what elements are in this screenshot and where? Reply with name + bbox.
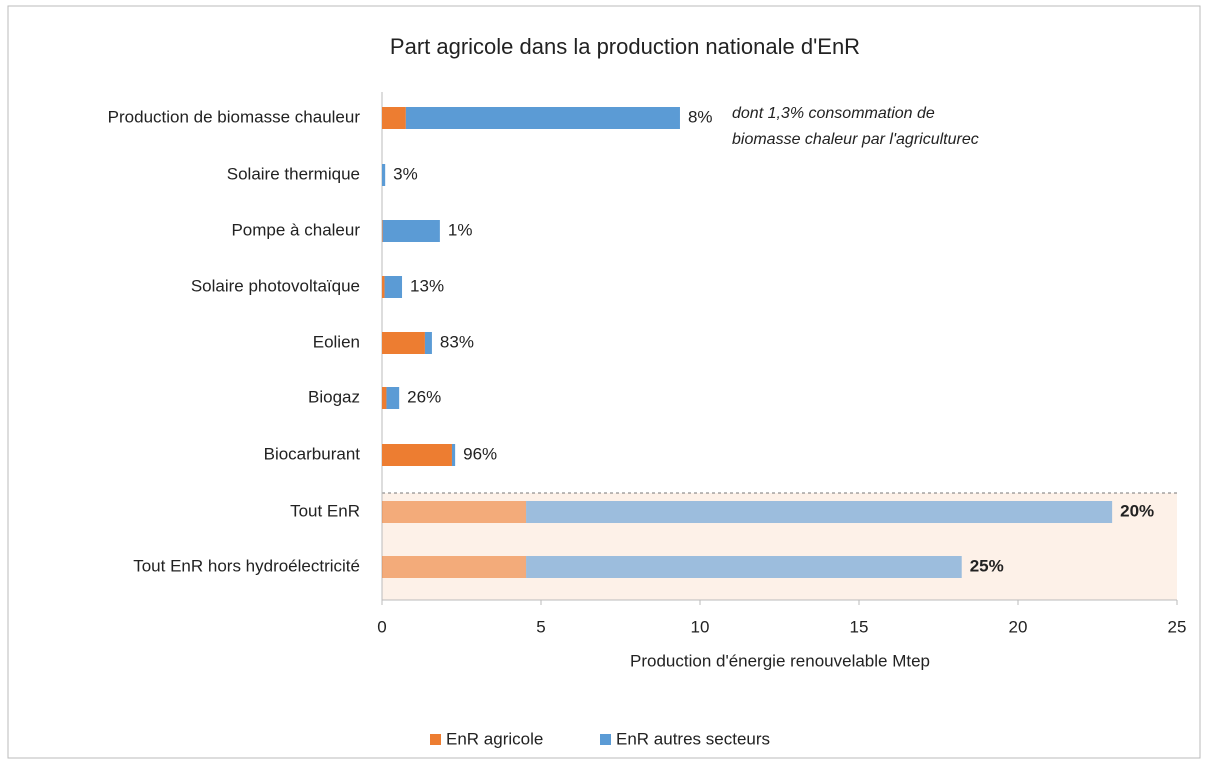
y-tick-label: Pompe à chaleur xyxy=(231,220,360,239)
bar-label: 3% xyxy=(393,164,418,183)
x-tick-label: 5 xyxy=(536,617,545,636)
bar-segment xyxy=(382,444,452,466)
bar-segment xyxy=(386,387,400,409)
bar-label: 96% xyxy=(463,444,497,463)
bar-label: 8% xyxy=(688,107,713,126)
y-tick-label: Solaire photovoltaïque xyxy=(191,276,360,295)
bar-segment xyxy=(382,107,406,129)
x-tick-label: 0 xyxy=(377,617,386,636)
bar-segment xyxy=(405,107,680,129)
bar-label: 20% xyxy=(1120,501,1154,520)
bar-segment xyxy=(384,276,403,298)
legend-label: EnR autres secteurs xyxy=(616,729,770,748)
bar-segment xyxy=(382,220,383,242)
y-tick-label: Eolien xyxy=(313,332,360,351)
annotation: dont 1,3% consommation de xyxy=(732,105,935,122)
y-tick-label: Tout EnR hors hydroélectricité xyxy=(133,556,360,575)
bar-label: 13% xyxy=(410,276,444,295)
bar-segment xyxy=(382,164,386,186)
bar-label: 83% xyxy=(440,332,474,351)
y-tick-label: Biogaz xyxy=(308,387,360,406)
x-tick-label: 15 xyxy=(850,617,869,636)
bar-label: 25% xyxy=(970,556,1004,575)
chart-title: Part agricole dans la production nationa… xyxy=(390,34,860,59)
bar-segment xyxy=(382,501,527,523)
y-tick-label: Tout EnR xyxy=(290,501,360,520)
bar-label: 26% xyxy=(407,387,441,406)
y-tick-label: Production de biomasse chauleur xyxy=(108,107,361,126)
annotation: biomasse chaleur par l'agriculturec xyxy=(732,131,979,148)
bar-segment xyxy=(382,220,440,242)
bar-segment xyxy=(526,501,1113,523)
bar-segment xyxy=(382,387,387,409)
x-tick-label: 20 xyxy=(1009,617,1028,636)
x-tick-label: 10 xyxy=(691,617,710,636)
chart-frame xyxy=(7,5,1201,759)
legend-label: EnR agricole xyxy=(446,729,543,748)
bar-segment xyxy=(424,332,432,354)
legend-swatch xyxy=(430,734,441,745)
x-axis-label: Production d'énergie renouvelable Mtep xyxy=(630,651,930,670)
bar-segment xyxy=(382,276,385,298)
bar-segment xyxy=(526,556,962,578)
bar-label: 1% xyxy=(448,220,473,239)
y-tick-label: Solaire thermique xyxy=(227,164,360,183)
y-tick-label: Biocarburant xyxy=(264,444,361,463)
legend-swatch xyxy=(600,734,611,745)
x-tick-label: 25 xyxy=(1168,617,1187,636)
bar-segment xyxy=(382,556,527,578)
bar-segment xyxy=(382,332,425,354)
bar-segment xyxy=(451,444,456,466)
